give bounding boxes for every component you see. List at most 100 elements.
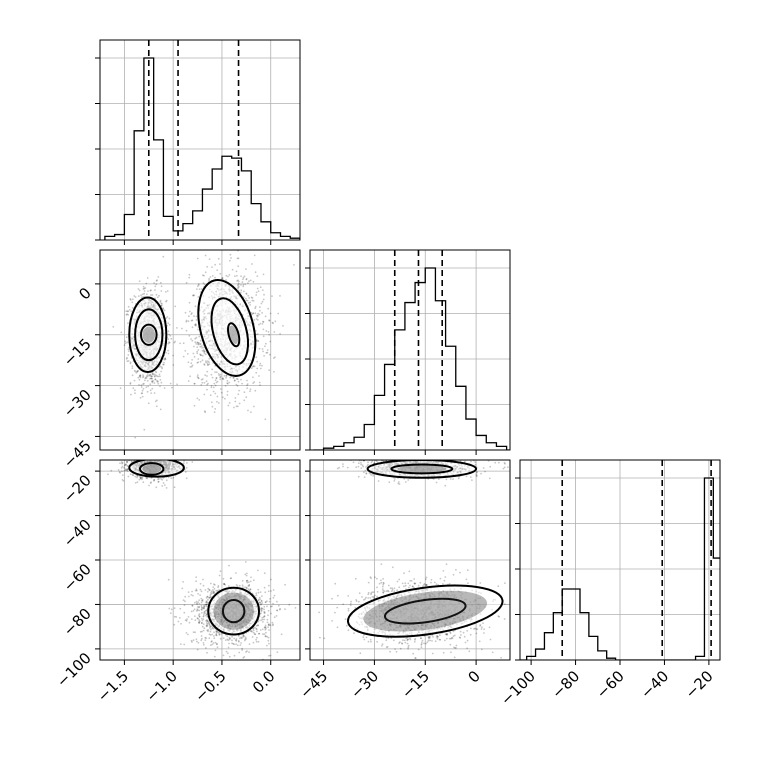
sample-point bbox=[195, 580, 198, 583]
sample-point bbox=[219, 272, 222, 275]
sample-point bbox=[135, 453, 137, 455]
sample-point bbox=[112, 326, 115, 328]
sample-point bbox=[170, 454, 172, 456]
sample-point bbox=[140, 456, 142, 458]
sample-point bbox=[137, 295, 140, 297]
sample-point bbox=[200, 378, 203, 381]
sample-point bbox=[201, 609, 203, 611]
sample-point bbox=[146, 293, 148, 296]
sample-point bbox=[161, 456, 163, 458]
sample-point bbox=[166, 316, 169, 318]
sample-point bbox=[164, 454, 166, 456]
sample-point bbox=[254, 307, 257, 310]
sample-point bbox=[150, 377, 153, 380]
sample-point bbox=[157, 454, 159, 456]
sample-point bbox=[119, 387, 122, 390]
sample-point bbox=[218, 574, 221, 577]
sample-point bbox=[235, 639, 237, 641]
sample-point bbox=[125, 463, 127, 466]
sample-point bbox=[206, 265, 209, 268]
sample-point bbox=[265, 330, 268, 332]
sample-point bbox=[208, 279, 211, 282]
sample-point bbox=[236, 280, 239, 282]
sample-point bbox=[168, 456, 170, 458]
sample-point bbox=[151, 451, 153, 453]
sample-point bbox=[195, 343, 198, 345]
contour-line bbox=[227, 322, 241, 348]
sample-point bbox=[154, 454, 156, 456]
sample-point bbox=[193, 404, 196, 407]
sample-point bbox=[149, 377, 152, 380]
sample-point bbox=[207, 587, 210, 590]
sample-point bbox=[173, 341, 176, 344]
sample-point bbox=[222, 577, 225, 580]
sample-point bbox=[252, 641, 255, 644]
sample-point bbox=[268, 319, 271, 322]
sample-point bbox=[129, 298, 132, 300]
sample-point bbox=[226, 382, 229, 384]
sample-point bbox=[145, 445, 147, 447]
sample-point bbox=[125, 469, 128, 472]
sample-point bbox=[153, 392, 156, 394]
sample-point bbox=[238, 640, 240, 643]
sample-point bbox=[158, 444, 160, 446]
sample-point bbox=[160, 290, 163, 292]
sample-point bbox=[196, 602, 198, 605]
sample-point bbox=[186, 462, 188, 464]
sample-point bbox=[129, 453, 131, 455]
sample-point bbox=[173, 486, 176, 489]
sample-point bbox=[233, 654, 236, 657]
sample-point bbox=[208, 361, 210, 363]
sample-point bbox=[179, 451, 181, 453]
sample-point bbox=[151, 453, 153, 455]
sample-point bbox=[252, 627, 255, 630]
sample-point bbox=[145, 477, 148, 479]
sample-point bbox=[214, 379, 217, 382]
sample-point bbox=[201, 619, 204, 622]
sample-point bbox=[235, 640, 238, 642]
sample-point bbox=[236, 644, 239, 647]
sample-point bbox=[266, 621, 269, 624]
sample-point bbox=[126, 469, 129, 471]
sample-point bbox=[220, 633, 223, 635]
sample-point bbox=[157, 380, 160, 383]
sample-point bbox=[205, 613, 208, 616]
sample-point bbox=[236, 257, 239, 260]
sample-point bbox=[160, 285, 163, 288]
sample-point bbox=[170, 608, 173, 611]
sample-point bbox=[210, 640, 213, 643]
sample-point bbox=[256, 636, 258, 639]
sample-point bbox=[152, 455, 154, 457]
sample-point bbox=[235, 638, 238, 640]
sample-point bbox=[264, 315, 267, 318]
sample-point bbox=[131, 307, 134, 309]
sample-point bbox=[171, 452, 173, 454]
panel-frame bbox=[99, 249, 301, 451]
sample-point bbox=[206, 388, 208, 391]
sample-point bbox=[127, 360, 130, 362]
sample-point bbox=[145, 376, 147, 379]
sample-point bbox=[273, 357, 275, 359]
sample-point bbox=[155, 457, 157, 459]
sample-point bbox=[148, 374, 151, 376]
sample-point bbox=[164, 447, 166, 449]
sample-point bbox=[205, 605, 208, 608]
sample-point bbox=[164, 456, 166, 458]
sample-point bbox=[197, 361, 200, 364]
sample-point bbox=[195, 288, 198, 290]
sample-point bbox=[261, 602, 264, 604]
sample-point bbox=[136, 452, 138, 454]
sample-point bbox=[222, 654, 225, 657]
sample-point bbox=[159, 365, 162, 368]
sample-point bbox=[262, 328, 265, 331]
sample-point bbox=[228, 274, 231, 276]
sample-point bbox=[210, 401, 213, 404]
sample-point bbox=[233, 637, 236, 640]
sample-point bbox=[263, 605, 266, 608]
sample-point bbox=[143, 451, 145, 453]
sample-point bbox=[253, 381, 256, 383]
sample-point bbox=[149, 455, 151, 457]
sample-point bbox=[136, 476, 138, 479]
sample-point bbox=[277, 604, 280, 607]
sample-point bbox=[142, 456, 144, 458]
